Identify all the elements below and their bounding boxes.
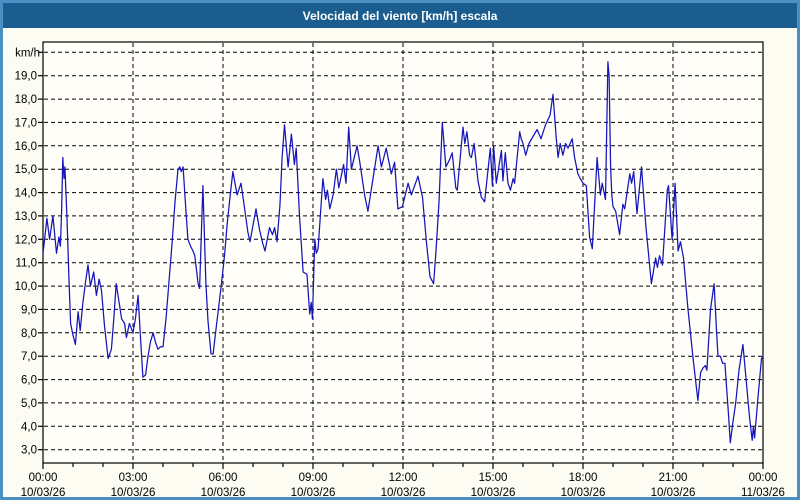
x-axis-date-label: 11/03/26 — [741, 487, 785, 499]
x-axis-time-label: 21:00 — [659, 472, 688, 484]
y-axis-tick-label: 11,0 — [15, 258, 37, 270]
y-axis-tick-label: 3,0 — [21, 445, 37, 457]
window-titlebar: Velocidad del viento [km/h] escala — [3, 3, 797, 28]
x-axis-date-label: 10/03/26 — [21, 487, 66, 499]
x-axis-date-label: 10/03/26 — [381, 487, 426, 499]
y-axis-tick-label: 17,0 — [15, 117, 37, 129]
y-axis-tick-label: 13,0 — [15, 211, 37, 223]
x-axis-time-label: 00:00 — [749, 472, 778, 484]
y-axis-tick-label: 4,0 — [21, 421, 37, 433]
y-axis-tick-label: 16,0 — [15, 141, 37, 153]
wind-speed-chart: 19,0 18,0 17,0 16,0 15,0 14,0 13,0 12,0 11,0 10,0… — [15, 41, 785, 499]
x-axis-time-label: 18:00 — [569, 472, 598, 484]
y-axis-tick-label: 19,0 — [15, 71, 37, 83]
y-axis-unit-label: km/h — [15, 47, 40, 59]
chart-container: 19,0 18,0 17,0 16,0 15,0 14,0 13,0 12,0 11,0 10,0… — [3, 28, 797, 499]
x-axis-date-label: 10/03/26 — [561, 487, 606, 499]
y-axis-tick-label: 15,0 — [15, 164, 37, 176]
y-axis-tick-label: 14,0 — [15, 188, 37, 200]
x-axis-time-label: 12:00 — [389, 472, 418, 484]
x-axis-date-label: 10/03/26 — [471, 487, 516, 499]
y-axis-tick-label: 8,0 — [21, 328, 37, 340]
x-axis-date-label: 10/03/26 — [651, 487, 696, 499]
y-axis-tick-label: 7,0 — [21, 351, 37, 363]
wind-speed-line — [42, 61, 764, 444]
page-title: Velocidad del viento [km/h] escala — [302, 8, 498, 23]
x-axis-time-label: 15:00 — [479, 472, 508, 484]
x-axis-date-label: 10/03/26 — [291, 487, 336, 499]
x-axis-time-label: 03:00 — [119, 472, 148, 484]
x-axis-time-label: 06:00 — [209, 472, 238, 484]
y-axis-tick-label: 6,0 — [21, 375, 37, 387]
x-axis-date-label: 10/03/26 — [111, 487, 156, 499]
x-axis-time-label: 00:00 — [29, 472, 58, 484]
plot-background — [43, 42, 763, 463]
y-axis-tick-label: 10,0 — [15, 281, 37, 293]
x-axis-date-label: 10/03/26 — [201, 487, 246, 499]
y-axis-tick-label: 5,0 — [21, 398, 37, 410]
y-axis-tick-label: 9,0 — [21, 304, 37, 316]
y-axis-tick-label: 12,0 — [15, 234, 37, 246]
y-axis-tick-label: 18,0 — [15, 94, 37, 106]
x-axis-time-label: 09:00 — [299, 472, 328, 484]
